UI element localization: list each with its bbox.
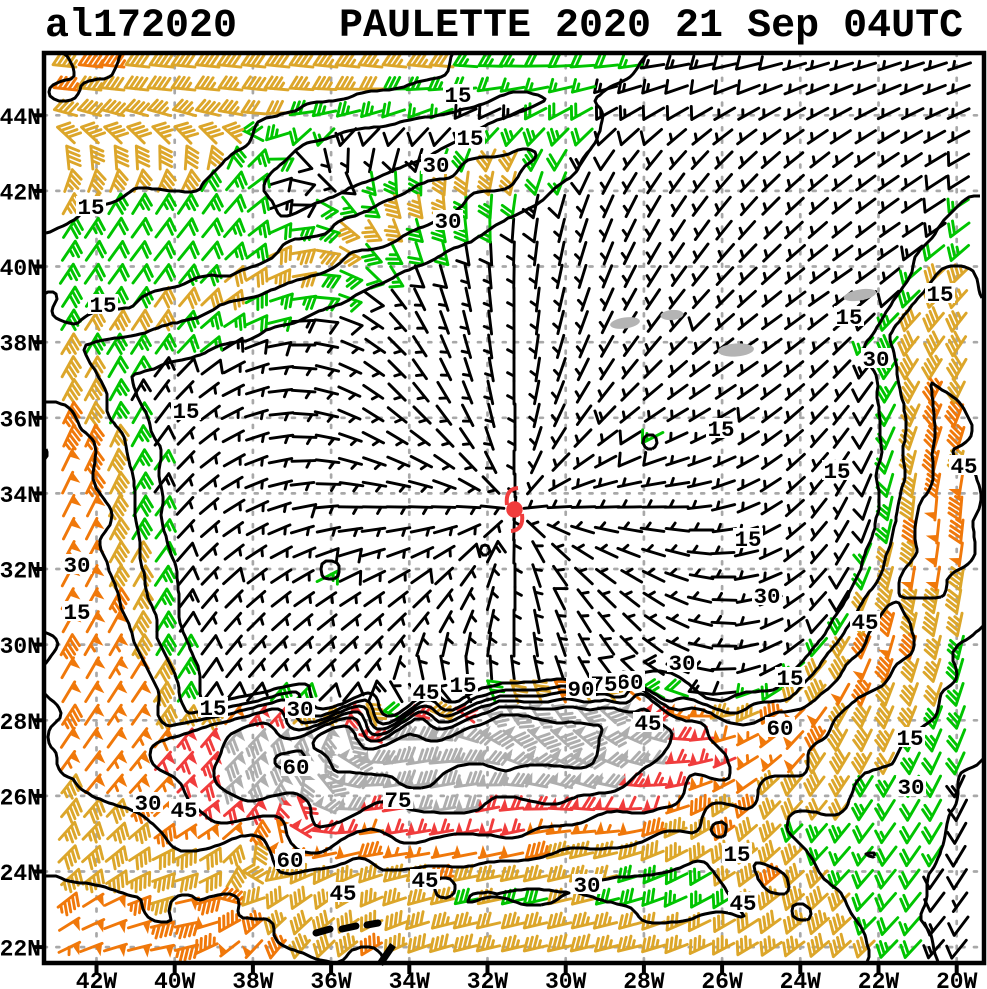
svg-text:45: 45 <box>634 711 661 737</box>
svg-text:22N: 22N <box>0 937 41 963</box>
svg-text:15: 15 <box>823 459 850 485</box>
svg-text:30: 30 <box>668 651 695 677</box>
svg-text:26N: 26N <box>0 785 41 811</box>
svg-text:15: 15 <box>172 399 199 425</box>
svg-text:15: 15 <box>776 666 803 692</box>
svg-text:45: 45 <box>950 454 977 480</box>
svg-text:22W: 22W <box>858 969 900 989</box>
svg-text:15: 15 <box>734 527 761 553</box>
svg-text:24W: 24W <box>780 969 822 989</box>
svg-text:24N: 24N <box>0 861 41 887</box>
svg-text:75: 75 <box>384 788 411 814</box>
svg-text:34W: 34W <box>389 969 431 989</box>
svg-text:32N: 32N <box>0 559 41 585</box>
svg-text:15: 15 <box>707 417 734 443</box>
svg-text:15: 15 <box>896 726 923 752</box>
svg-text:30: 30 <box>434 209 461 235</box>
svg-text:44N: 44N <box>0 105 41 131</box>
svg-text:45: 45 <box>851 610 878 636</box>
svg-text:15: 15 <box>835 305 862 331</box>
svg-text:15: 15 <box>926 282 953 308</box>
svg-text:45: 45 <box>170 798 197 824</box>
svg-text:90: 90 <box>567 677 594 703</box>
svg-text:al172020: al172020 <box>45 4 237 49</box>
svg-text:15: 15 <box>449 673 476 699</box>
svg-text:30: 30 <box>422 153 449 179</box>
svg-text:36W: 36W <box>310 969 352 989</box>
svg-text:42N: 42N <box>0 180 41 206</box>
svg-text:38W: 38W <box>232 969 274 989</box>
svg-text:32W: 32W <box>467 969 509 989</box>
svg-text:30: 30 <box>134 791 161 817</box>
svg-text:60: 60 <box>276 848 303 874</box>
svg-text:30: 30 <box>753 584 780 610</box>
svg-text:30: 30 <box>573 873 600 899</box>
svg-text:36N: 36N <box>0 407 41 433</box>
svg-text:15: 15 <box>89 293 116 319</box>
svg-text:20W: 20W <box>936 969 978 989</box>
svg-text:PAULETTE 2020 21 Sep 04UTC: PAULETTE 2020 21 Sep 04UTC <box>339 4 963 49</box>
svg-text:15: 15 <box>444 83 471 109</box>
svg-text:15: 15 <box>199 696 226 722</box>
svg-text:15: 15 <box>63 600 90 626</box>
svg-text:60: 60 <box>766 716 793 742</box>
svg-text:45: 45 <box>329 881 356 907</box>
svg-text:30: 30 <box>286 697 313 723</box>
svg-text:15: 15 <box>723 842 750 868</box>
svg-text:30: 30 <box>63 553 90 579</box>
svg-text:30W: 30W <box>545 969 587 989</box>
svg-text:45: 45 <box>729 891 756 917</box>
svg-text:60: 60 <box>616 670 643 696</box>
svg-text:34N: 34N <box>0 483 41 509</box>
svg-text:30: 30 <box>862 347 889 373</box>
svg-text:28W: 28W <box>623 969 665 989</box>
svg-text:40N: 40N <box>0 256 41 282</box>
svg-text:15: 15 <box>77 195 104 221</box>
svg-text:30: 30 <box>897 775 924 801</box>
svg-text:28N: 28N <box>0 710 41 736</box>
svg-text:38N: 38N <box>0 332 41 358</box>
svg-text:42W: 42W <box>76 969 118 989</box>
svg-text:15: 15 <box>456 126 483 152</box>
svg-text:45: 45 <box>411 868 438 894</box>
svg-text:30N: 30N <box>0 634 41 660</box>
svg-text:26W: 26W <box>701 969 743 989</box>
svg-text:45: 45 <box>412 680 439 706</box>
svg-text:40W: 40W <box>154 969 196 989</box>
svg-text:60: 60 <box>282 755 309 781</box>
